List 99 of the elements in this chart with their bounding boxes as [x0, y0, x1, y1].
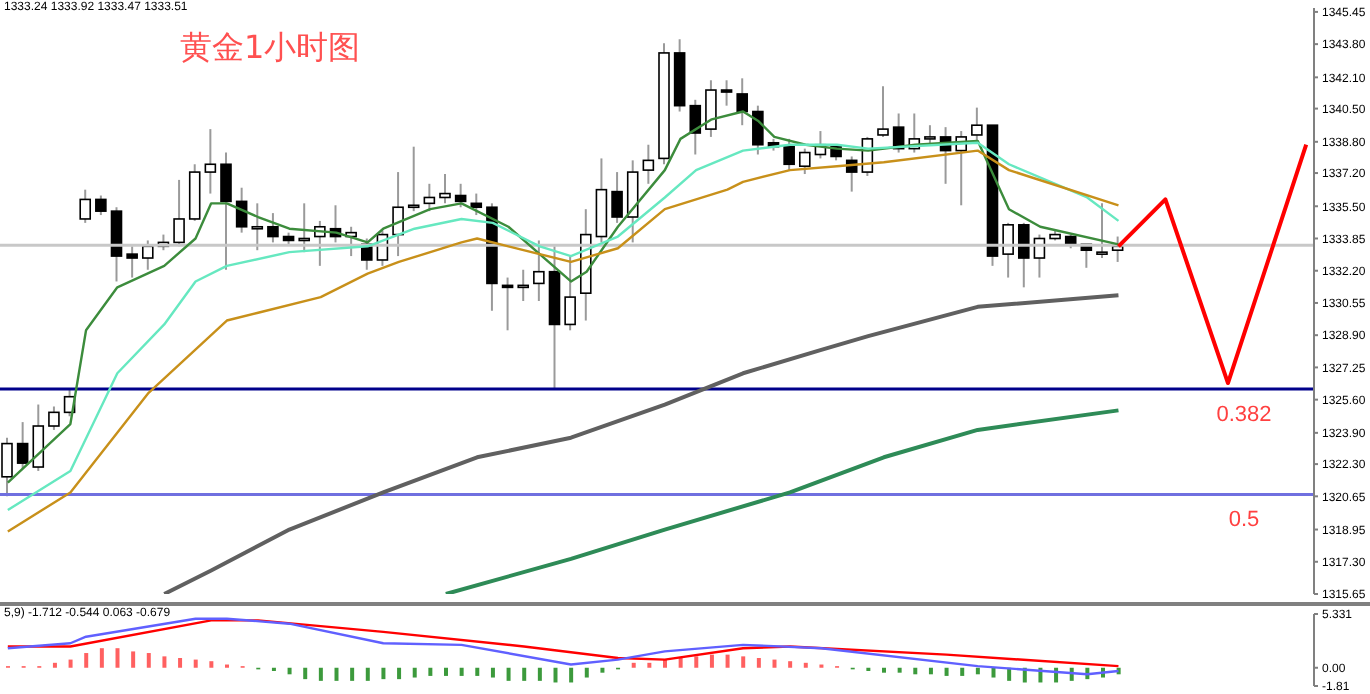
candlestick — [188, 163, 201, 222]
bar — [897, 667, 902, 673]
bar — [913, 667, 918, 675]
bar — [584, 667, 589, 678]
bar — [52, 662, 57, 668]
candlestick — [298, 202, 311, 254]
candlestick — [79, 188, 92, 224]
candlestick — [877, 85, 889, 138]
bar — [318, 667, 323, 681]
candlestick — [1002, 221, 1014, 279]
candlestick — [752, 104, 764, 156]
candlestick — [783, 137, 795, 172]
candlestick — [220, 151, 232, 271]
candlestick — [564, 255, 576, 332]
bar — [350, 667, 355, 681]
candlestick — [1096, 202, 1108, 260]
candlestick — [110, 206, 123, 283]
bar — [522, 667, 527, 681]
bar — [193, 659, 198, 668]
bar — [287, 667, 292, 675]
candlestick — [439, 173, 451, 205]
candlestick — [173, 178, 185, 248]
line-series — [6, 617, 1120, 676]
bar — [381, 667, 386, 680]
bar — [788, 661, 793, 668]
bar — [975, 667, 980, 675]
bar — [459, 667, 464, 676]
bar — [334, 667, 339, 681]
annotation: 0.5 — [1228, 508, 1260, 533]
bar — [694, 656, 699, 668]
bar — [178, 657, 183, 668]
bar — [115, 648, 120, 668]
bar — [600, 667, 605, 673]
bar — [709, 654, 714, 668]
bar — [944, 667, 949, 676]
candlestick — [595, 157, 608, 244]
candlestick — [32, 403, 45, 472]
bar — [475, 667, 480, 676]
candlestick — [126, 245, 138, 279]
candlestick — [407, 145, 420, 213]
bar — [991, 667, 996, 678]
bar — [928, 667, 933, 675]
bar — [741, 656, 746, 668]
bar — [772, 659, 777, 668]
candlestick — [423, 182, 436, 213]
bar — [146, 653, 151, 668]
bar — [631, 662, 636, 668]
bar — [882, 667, 886, 673]
candlestick — [611, 171, 623, 224]
candlestick — [95, 194, 107, 217]
candlestick — [1017, 221, 1030, 289]
candlestick — [689, 98, 702, 156]
candlestick — [626, 159, 639, 244]
bar — [162, 656, 167, 668]
candlestick — [924, 124, 936, 146]
bar — [209, 661, 214, 668]
candlestick — [267, 212, 279, 244]
candlestick — [720, 79, 733, 107]
candlestick — [204, 128, 217, 195]
bar — [303, 667, 308, 680]
bar — [725, 654, 730, 668]
line-series — [162, 293, 1121, 594]
bar — [131, 651, 136, 668]
bar — [490, 667, 495, 678]
candlestick — [642, 143, 655, 185]
annotation: 0.382 — [1216, 402, 1272, 427]
line-series — [6, 619, 1120, 668]
candlestick — [141, 239, 154, 271]
candlestick — [798, 147, 811, 176]
bar — [803, 662, 808, 668]
candlestick — [470, 192, 483, 217]
candlestick — [517, 268, 530, 302]
bar — [537, 667, 542, 681]
bar — [412, 667, 417, 678]
bar — [68, 659, 73, 668]
bar — [84, 653, 89, 668]
bar — [569, 667, 574, 683]
bar — [756, 657, 761, 668]
bar — [960, 667, 965, 676]
bar — [647, 662, 652, 668]
candlestick — [48, 405, 60, 431]
bar — [553, 667, 558, 683]
candlestick — [16, 421, 29, 470]
candlestick — [971, 106, 983, 142]
candlestick — [736, 77, 749, 127]
bar — [99, 648, 104, 668]
bar — [506, 667, 511, 681]
candlestick — [392, 171, 404, 258]
candlestick — [251, 202, 264, 252]
bar — [444, 667, 448, 676]
candlestick — [705, 79, 717, 138]
candlestick — [454, 182, 467, 209]
text: 黄金1小时图 — [180, 28, 361, 70]
bar — [365, 667, 370, 681]
line-series — [443, 408, 1121, 594]
candlestick — [533, 239, 545, 302]
bar — [397, 667, 402, 680]
bar — [428, 667, 433, 676]
bar — [678, 657, 683, 668]
